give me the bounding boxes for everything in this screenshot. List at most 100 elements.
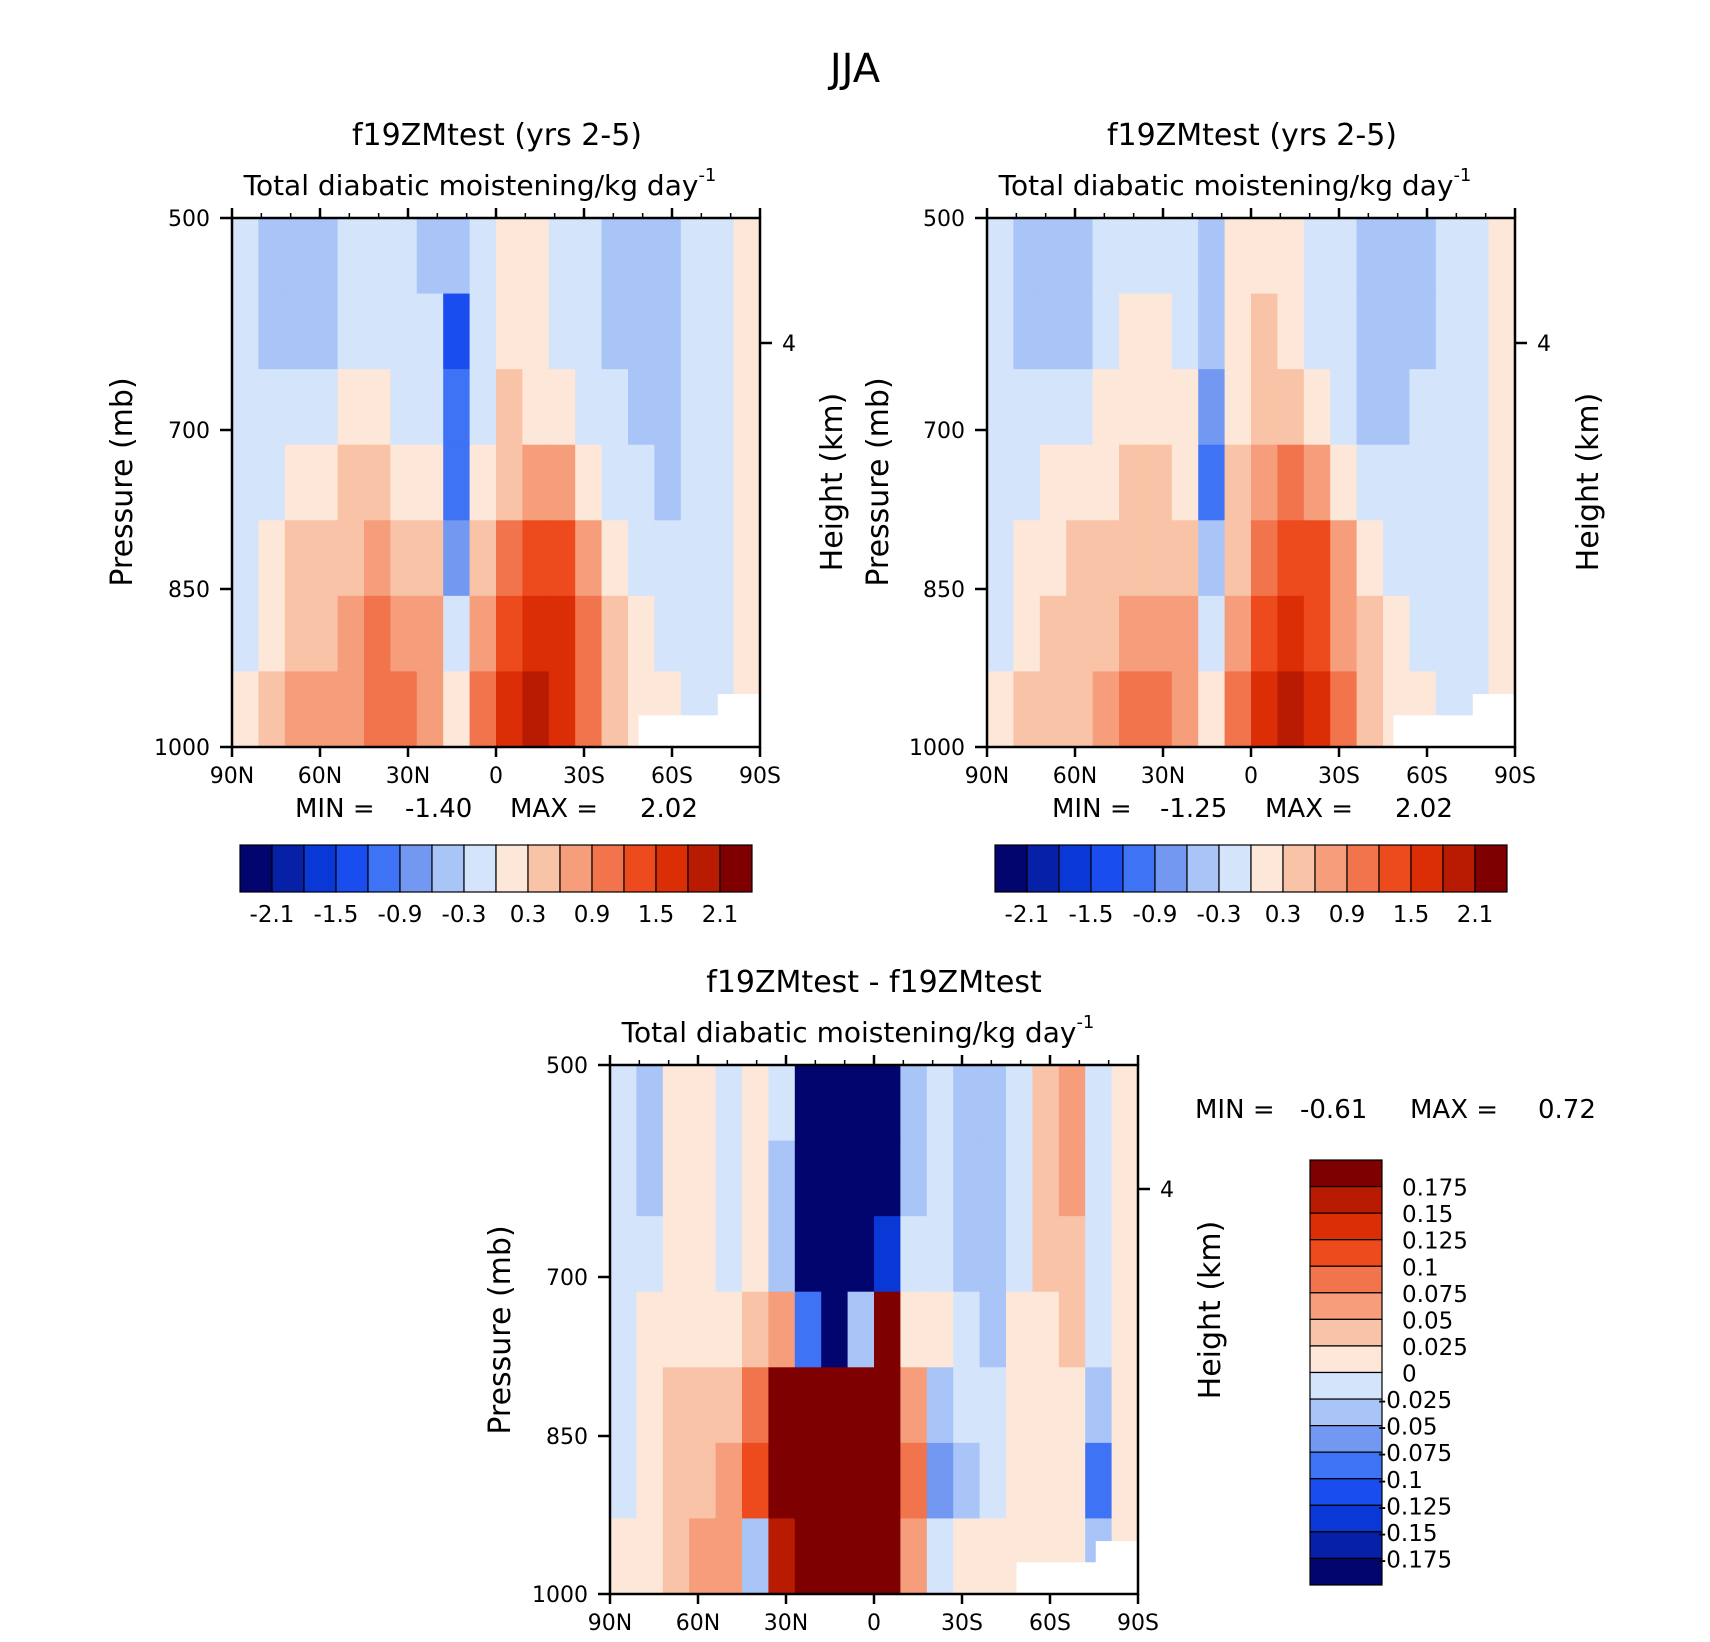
- field-cell: [1488, 444, 1516, 521]
- field-cell: [496, 218, 523, 295]
- field-cell: [1085, 1291, 1113, 1368]
- field-cell: [1303, 369, 1331, 446]
- field-cell: [258, 595, 286, 673]
- field-cell: [496, 369, 523, 446]
- field-cell: [979, 1291, 1007, 1368]
- panel-title: f19ZMtest (yrs 2-5): [352, 118, 642, 153]
- field-cell: [1111, 1367, 1139, 1444]
- field-cell: [522, 293, 550, 370]
- colorbar-swatch: [1309, 1212, 1383, 1241]
- field-cell: [548, 293, 576, 370]
- y-axis-label: Pressure (mb): [861, 377, 896, 586]
- field-cell: [337, 520, 365, 597]
- field-cell: [662, 1140, 690, 1217]
- field-cell: [548, 218, 576, 295]
- field-cell: [390, 218, 418, 295]
- colorbar-swatch: [1058, 844, 1092, 893]
- field-cell: [1171, 444, 1199, 521]
- field-cell: [689, 1216, 717, 1293]
- x-tick-label: 90S: [739, 764, 781, 789]
- colorbar: 0.1750.150.1250.10.0750.050.0250-0.025-0…: [1309, 1159, 1468, 1586]
- field-cell: [1171, 595, 1199, 673]
- field-cell: [1145, 218, 1173, 295]
- colorbar-label: 0.1: [1402, 1255, 1439, 1281]
- field-cell: [926, 1518, 954, 1595]
- field-cell: [522, 218, 550, 295]
- colorbar-label: 0.9: [574, 902, 611, 928]
- field-cell: [496, 520, 523, 597]
- field-cell: [768, 1291, 796, 1368]
- field-cell: [1462, 520, 1490, 597]
- field-cell: [1488, 293, 1516, 370]
- colorbar-swatch: [1309, 1478, 1383, 1506]
- field-cell: [794, 1367, 822, 1444]
- field-cell: [1111, 1442, 1139, 1520]
- field-cell: [707, 444, 735, 521]
- x-tick-label: 90N: [965, 764, 1009, 789]
- colorbar-swatch: [1309, 1265, 1383, 1294]
- field-cell: [1092, 671, 1120, 748]
- axes: 90N 60N 30N 0 30S 60S 90S 500 700 850 1000 4: [532, 1054, 1174, 1636]
- field-cell: [900, 1442, 928, 1520]
- colorbar-label: 0.3: [1265, 902, 1302, 928]
- contour-plot: [232, 218, 761, 748]
- colorbar-swatch: [1378, 844, 1412, 893]
- field-cell: [874, 1216, 901, 1293]
- field-cell: [628, 444, 655, 521]
- field-cell: [496, 293, 523, 370]
- field-cell: [443, 520, 471, 597]
- panel-top-left: f19ZMtest (yrs 2-5) Total diabatic moist…: [105, 118, 850, 928]
- field-cell: [821, 1065, 849, 1142]
- field-cell: [979, 1518, 1007, 1595]
- colorbar-label: -0.025: [1378, 1388, 1452, 1414]
- field-cell: [821, 1291, 849, 1368]
- field-cell: [1039, 218, 1067, 295]
- field-cell: [1251, 369, 1278, 446]
- field-cell: [654, 595, 682, 673]
- field-cell: [364, 369, 391, 446]
- field-cell: [715, 1518, 743, 1595]
- colorbar-label: 0.125: [1402, 1229, 1468, 1255]
- field-cell: [1171, 520, 1199, 597]
- field-cell: [337, 444, 365, 521]
- field-cell: [610, 1442, 637, 1520]
- field-cell: [364, 595, 391, 673]
- field-cell: [601, 595, 629, 673]
- field-cell: [874, 1442, 901, 1520]
- field-cell: [232, 293, 259, 370]
- field-cell: [689, 1442, 717, 1520]
- field-cell: [680, 369, 708, 446]
- x-tick-label: 30S: [563, 764, 605, 789]
- field-cell: [1058, 1367, 1086, 1444]
- height-tick-label: 4: [1537, 332, 1551, 357]
- field-cell: [1198, 293, 1226, 370]
- field-cell: [1013, 595, 1041, 673]
- field-cell: [1435, 520, 1463, 597]
- colorbar-swatch: [687, 844, 721, 893]
- field-cell: [1462, 218, 1490, 295]
- panel-subtitle: Total diabatic moistening/kg day-1: [621, 1012, 1095, 1049]
- y-axis-label: Pressure (mb): [105, 377, 140, 586]
- field-cell: [1251, 444, 1278, 521]
- field-cell: [390, 595, 418, 673]
- colorbar-swatch: [1122, 844, 1156, 893]
- height-tick-label: 4: [782, 332, 796, 357]
- field-cell: [953, 1518, 981, 1595]
- colorbar-label: 0.175: [1402, 1176, 1468, 1202]
- field-cell: [1092, 293, 1120, 370]
- field-cell: [979, 1065, 1007, 1142]
- panel-difference: f19ZMtest - f19ZMtest Total diabatic moi…: [483, 965, 1596, 1636]
- field-cell: [1085, 1140, 1113, 1217]
- field-cell: [390, 520, 418, 597]
- contour-plot: [610, 1065, 1139, 1595]
- field-cell: [1462, 293, 1490, 370]
- field-cell: [1435, 293, 1463, 370]
- field-cell: [1330, 595, 1358, 673]
- field-cell: [258, 444, 286, 521]
- field-cell: [1085, 1367, 1113, 1444]
- field-cell: [610, 1291, 637, 1368]
- colorbar-swatch: [1154, 844, 1188, 893]
- field-cell: [284, 218, 312, 295]
- colorbar-swatch: [1474, 844, 1508, 893]
- field-cell: [742, 1518, 769, 1595]
